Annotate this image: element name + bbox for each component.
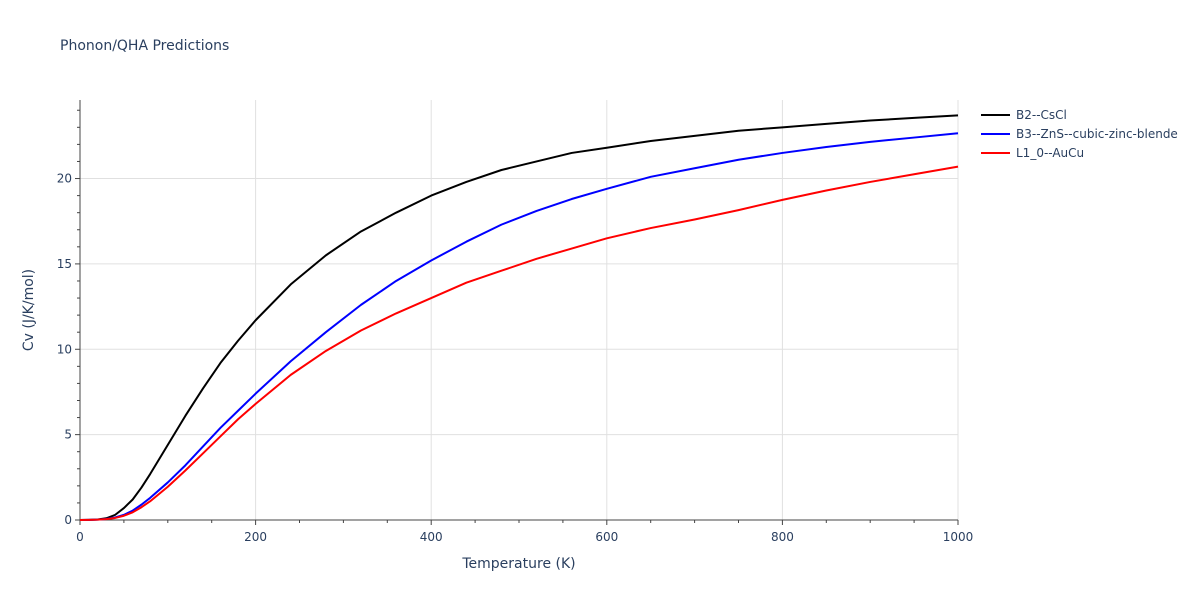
y-tick-label: 0 — [64, 513, 72, 527]
y-tick-label: 5 — [64, 428, 72, 442]
legend-label: L1_0--AuCu — [1016, 146, 1084, 160]
series-line-2 — [79, 165, 959, 521]
x-tick-label: 1000 — [943, 530, 974, 544]
legend-item-2[interactable]: L1_0--AuCu — [981, 146, 1084, 160]
axes: 0 200 400 600 800 1000 0 5 10 15 20 — [57, 100, 974, 544]
legend-item-1[interactable]: B3--ZnS--cubic-zinc-blende — [981, 127, 1178, 141]
x-tick-label: 800 — [771, 530, 794, 544]
series-layer — [79, 114, 959, 521]
chart-title: Phonon/QHA Predictions — [60, 38, 229, 54]
x-tick-label: 400 — [420, 530, 443, 544]
x-tick-label: 600 — [595, 530, 618, 544]
x-tick-label: 0 — [76, 530, 84, 544]
legend-label: B2--CsCl — [1016, 108, 1067, 122]
y-tick-label: 10 — [57, 342, 72, 356]
legend-item-0[interactable]: B2--CsCl — [981, 108, 1067, 122]
y-axis-label: Cv (J/K/mol) — [21, 269, 37, 351]
x-axis-label: Temperature (K) — [461, 556, 575, 572]
series-line-1 — [79, 132, 959, 521]
x-tick-label: 200 — [244, 530, 267, 544]
legend-label: B3--ZnS--cubic-zinc-blende — [1016, 127, 1178, 141]
series-line-0 — [79, 114, 959, 521]
y-tick-label: 15 — [57, 257, 72, 271]
grid — [80, 100, 959, 520]
legend[interactable]: B2--CsCl B3--ZnS--cubic-zinc-blende L1_0--… — [981, 108, 1178, 160]
y-tick-label: 20 — [57, 172, 72, 186]
